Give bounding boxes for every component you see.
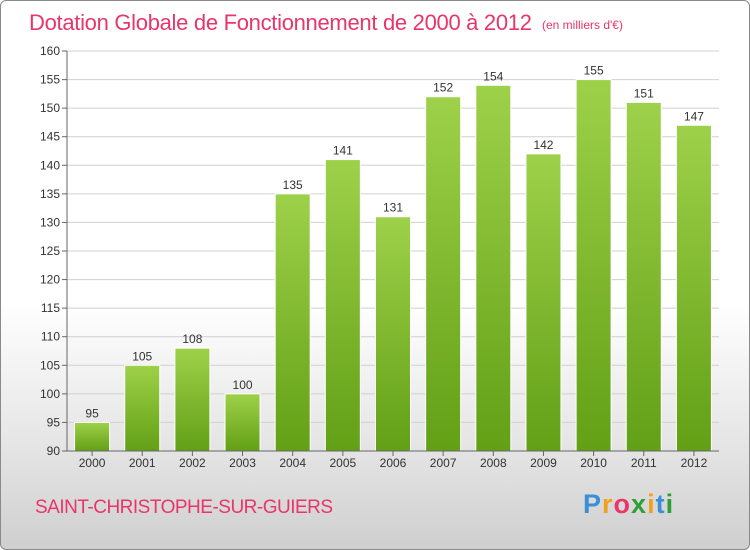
data-label-2011: 151 bbox=[634, 86, 654, 100]
logo-letter: r bbox=[602, 489, 614, 519]
x-tick-label: 2006 bbox=[380, 456, 407, 470]
y-tick-label: 145 bbox=[40, 130, 60, 144]
data-label-2003: 100 bbox=[233, 378, 253, 392]
x-tick-label: 2000 bbox=[79, 456, 106, 470]
bar-2000 bbox=[74, 421, 111, 452]
y-tick-label: 115 bbox=[41, 301, 60, 315]
x-tick-label: 2004 bbox=[279, 456, 306, 470]
data-label-2009: 142 bbox=[533, 138, 553, 152]
logo-letter: i bbox=[665, 489, 675, 519]
commune-name: SAINT-CHRISTOPHE-SUR-GUIERS bbox=[35, 497, 333, 518]
logo-letter: x bbox=[631, 489, 648, 519]
x-tick-label: 2012 bbox=[681, 456, 708, 470]
x-tick-label: 2002 bbox=[179, 456, 206, 470]
bar-2001 bbox=[124, 364, 161, 452]
y-tick-label: 140 bbox=[40, 158, 60, 172]
y-tick-label: 150 bbox=[40, 101, 60, 115]
y-tick-label: 130 bbox=[40, 215, 60, 229]
data-label-2000: 95 bbox=[85, 406, 99, 420]
chart-title: Dotation Globale de Fonctionnement de 20… bbox=[29, 10, 532, 35]
data-label-2005: 141 bbox=[333, 144, 353, 158]
logo-letter: i bbox=[647, 489, 656, 519]
y-tick-label: 100 bbox=[40, 387, 60, 401]
x-tick-label: 2010 bbox=[580, 456, 607, 470]
bar-2009 bbox=[525, 153, 562, 452]
data-label-2006: 131 bbox=[383, 201, 403, 215]
y-axis-ticks: 90 95 100 105 110 115 120 125 130 135 140 145 150 155… bbox=[40, 44, 67, 458]
data-label-2004: 135 bbox=[283, 178, 303, 192]
bar-2010 bbox=[575, 79, 612, 452]
data-label-2010: 155 bbox=[584, 64, 604, 78]
bar-2011 bbox=[625, 101, 662, 452]
x-tick-label: 2007 bbox=[430, 456, 457, 470]
data-label-2001: 105 bbox=[132, 349, 152, 363]
x-axis-ticks: 2000 2001 2002 2003 2004 2005 2006 2007 2008 2009… bbox=[79, 451, 708, 470]
logo-letter: t bbox=[655, 489, 666, 519]
data-label-2002: 108 bbox=[182, 332, 202, 346]
y-tick-label: 160 bbox=[40, 44, 60, 58]
x-tick-label: 2011 bbox=[631, 456, 657, 470]
y-tick-label: 125 bbox=[40, 244, 60, 258]
data-label-2008: 154 bbox=[483, 69, 503, 83]
bar-2005 bbox=[324, 159, 361, 452]
y-tick-label: 155 bbox=[40, 73, 60, 87]
proxiti-logo: Proxiti bbox=[583, 489, 674, 520]
x-tick-label: 2008 bbox=[480, 456, 507, 470]
bar-2007 bbox=[425, 96, 462, 452]
logo-letter: P bbox=[583, 489, 603, 519]
logo-letter: o bbox=[613, 489, 632, 519]
bar-2006 bbox=[375, 216, 411, 452]
chart-subtitle: (en milliers d'€) bbox=[542, 18, 623, 32]
y-tick-label: 95 bbox=[47, 415, 61, 429]
bar-2008 bbox=[475, 84, 512, 452]
axes bbox=[66, 51, 719, 452]
y-tick-label: 105 bbox=[40, 358, 60, 372]
x-tick-label: 2003 bbox=[229, 456, 256, 470]
data-labels: 95 105 108 100 135 141 131 152 154 142 155 151 147 bbox=[85, 64, 704, 421]
x-tick-label: 2005 bbox=[329, 456, 356, 470]
data-label-2007: 152 bbox=[433, 81, 453, 95]
y-tick-label: 110 bbox=[41, 330, 60, 344]
bars bbox=[74, 79, 712, 452]
y-tick-label: 120 bbox=[40, 273, 60, 287]
bar-2012 bbox=[675, 124, 712, 452]
bar-2004 bbox=[274, 193, 311, 452]
y-tick-label: 90 bbox=[47, 444, 61, 458]
data-label-2012: 147 bbox=[684, 109, 704, 123]
x-tick-label: 2009 bbox=[530, 456, 557, 470]
y-tick-label: 135 bbox=[40, 187, 60, 201]
bar-2002 bbox=[174, 347, 211, 452]
bar-2003 bbox=[224, 393, 261, 452]
x-tick-label: 2001 bbox=[129, 456, 156, 470]
